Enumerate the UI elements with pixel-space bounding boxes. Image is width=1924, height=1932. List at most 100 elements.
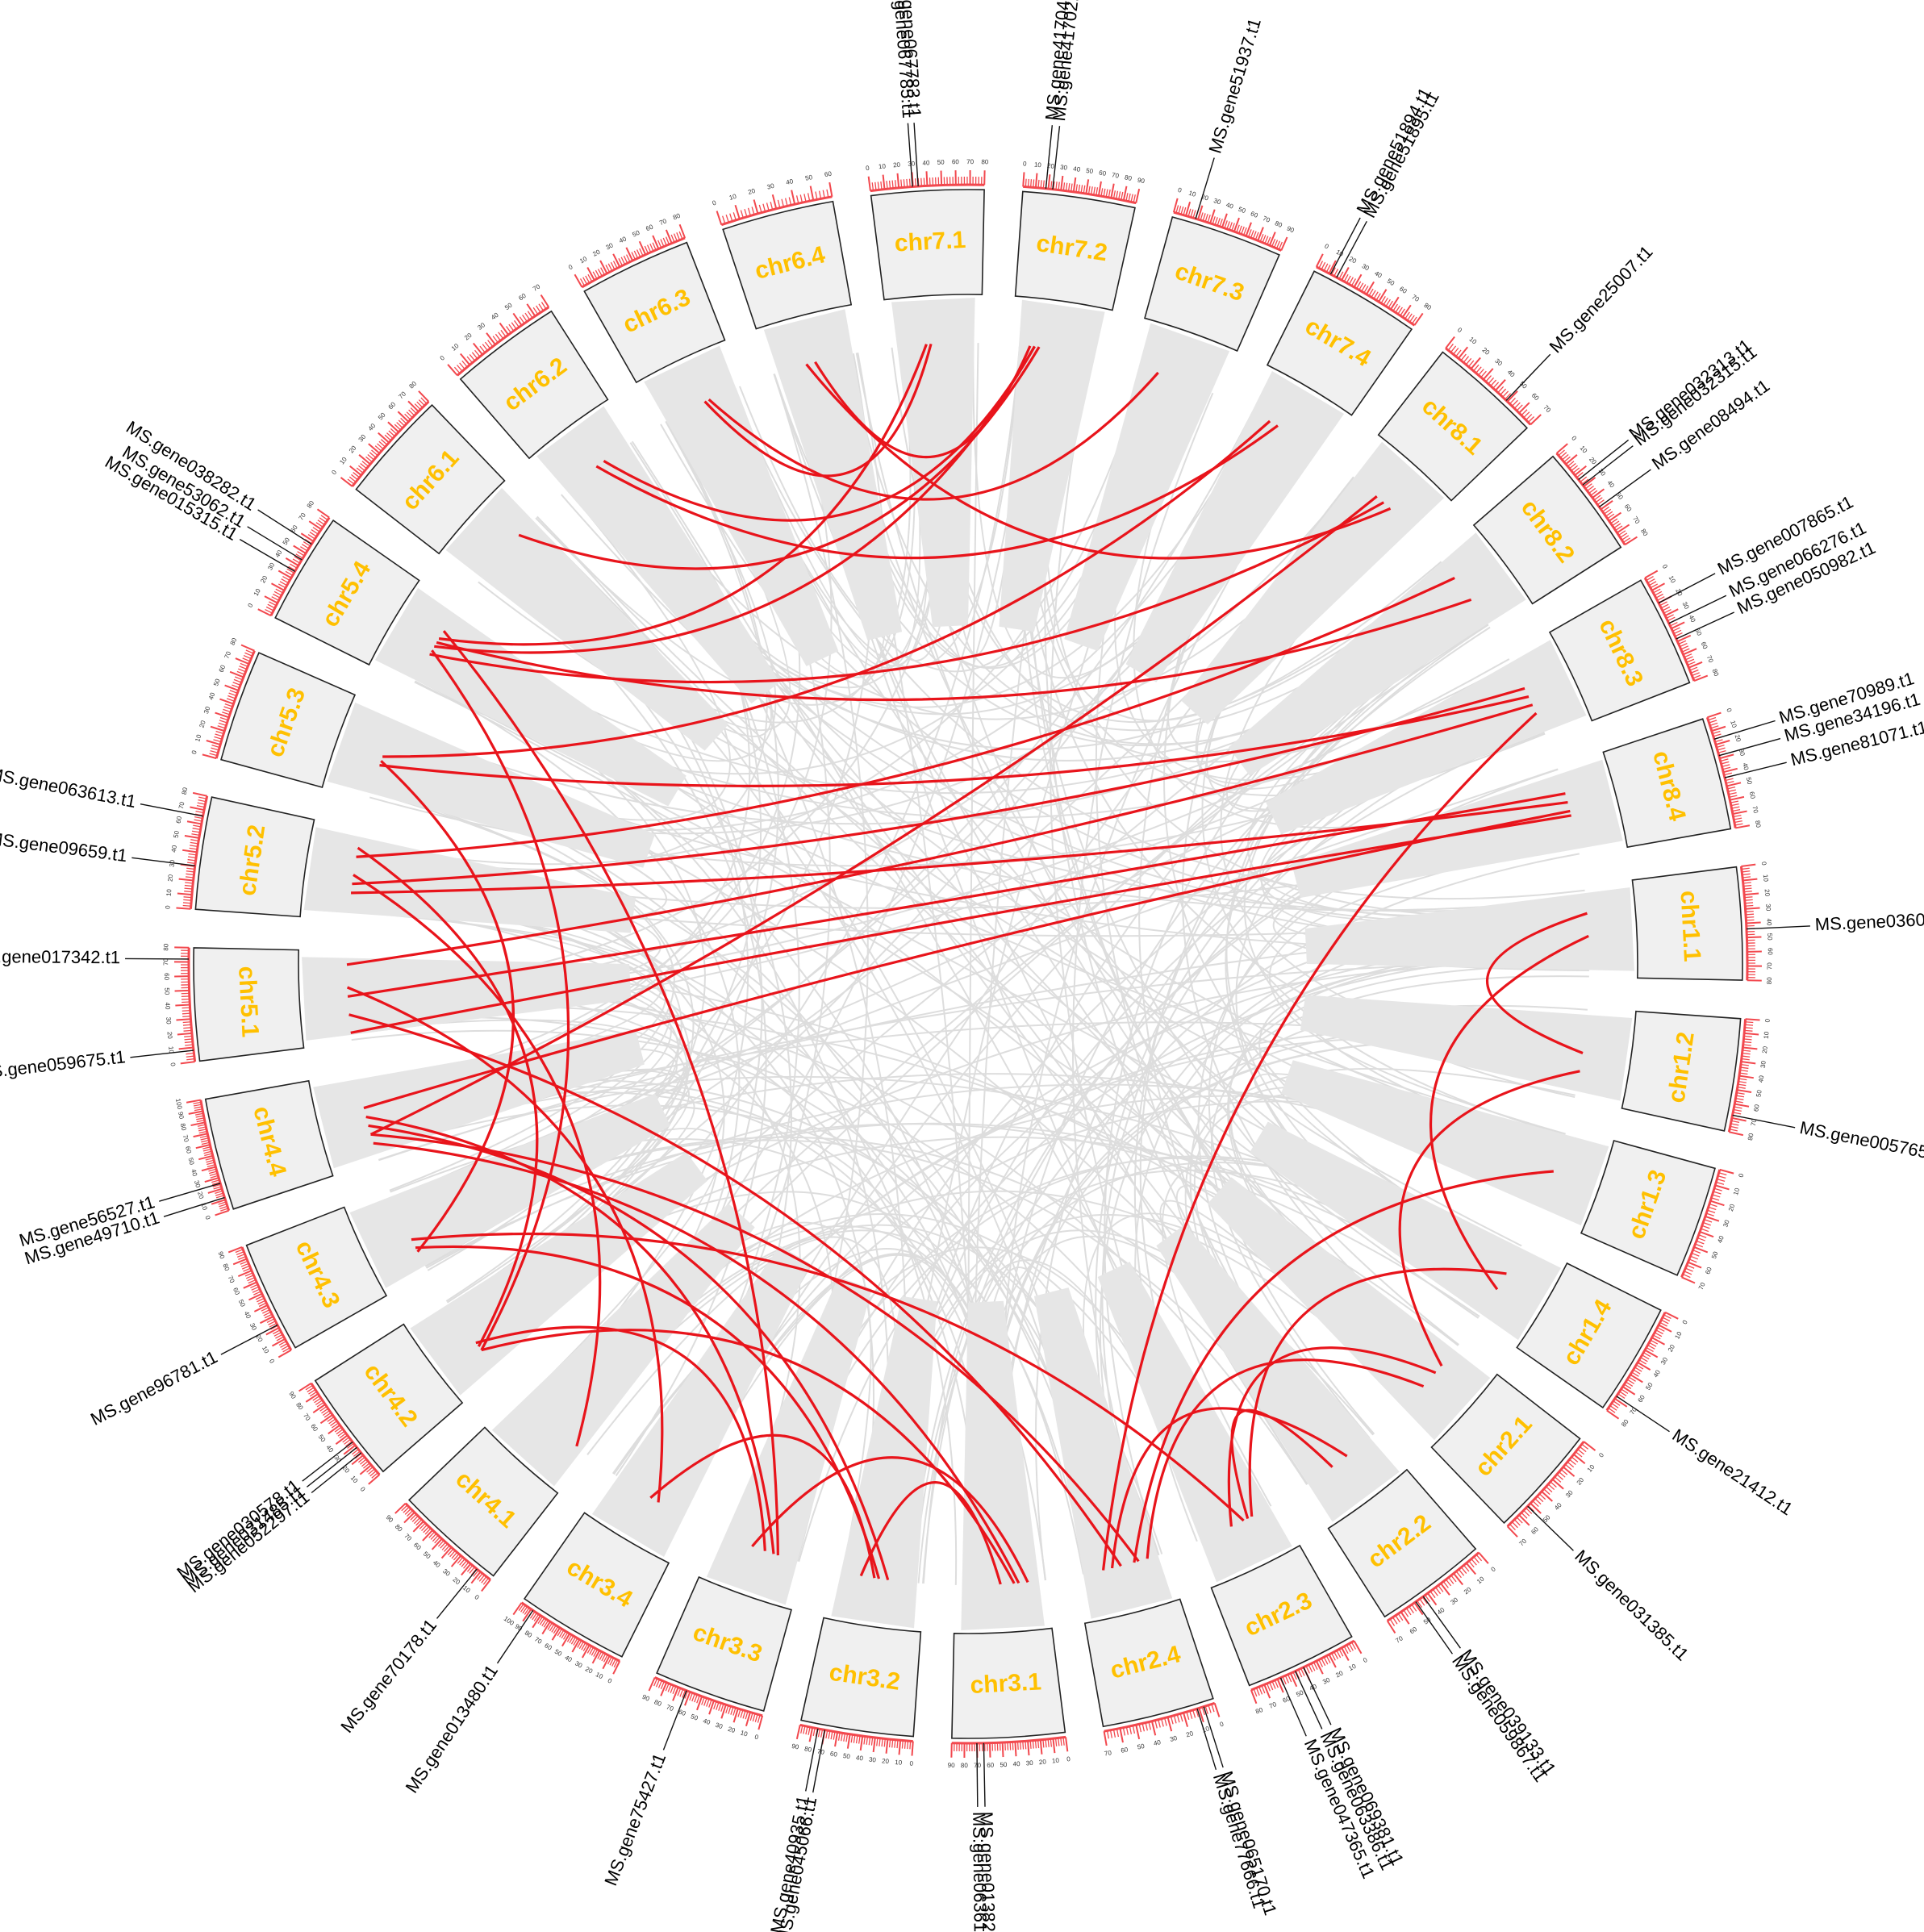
minor-tick <box>762 203 766 212</box>
gene-label: MS.gene030578.t1 <box>173 1475 303 1584</box>
tick-label: 30 <box>1450 1596 1460 1606</box>
major-tick <box>795 1725 801 1740</box>
minor-tick <box>294 556 302 561</box>
minor-tick <box>1050 1738 1053 1747</box>
minor-tick <box>581 1642 586 1650</box>
gene-leader-line <box>976 1742 979 1807</box>
minor-tick <box>1129 1725 1133 1734</box>
chromosome-box <box>204 1079 334 1210</box>
major-tick <box>1400 1611 1410 1625</box>
major-tick <box>612 1660 621 1675</box>
minor-tick <box>524 1607 530 1615</box>
tick-label: 50 <box>1766 933 1773 941</box>
minor-tick <box>1718 1172 1727 1176</box>
major-tick <box>227 1246 243 1254</box>
duplication-link <box>429 501 1385 684</box>
major-tick <box>319 1414 333 1425</box>
minor-tick <box>539 1617 545 1625</box>
chromosome-ribbon <box>1266 640 1587 835</box>
minor-tick <box>1118 191 1121 200</box>
tick-label: 50 <box>1237 206 1247 215</box>
minor-tick <box>312 527 320 532</box>
minor-tick <box>437 1540 444 1547</box>
tick-label: 0 <box>1362 1656 1369 1664</box>
minor-tick <box>665 236 670 245</box>
tick-label: 10 <box>728 193 738 202</box>
minor-tick <box>1703 1221 1711 1226</box>
duplication-link <box>368 1124 890 1581</box>
minor-tick <box>561 1630 566 1639</box>
minor-tick <box>184 1035 193 1037</box>
minor-tick <box>1701 1225 1710 1229</box>
minor-tick <box>1722 764 1730 767</box>
highlighted-duplication-links <box>346 343 1589 1585</box>
gene-leader-line <box>1746 925 1810 930</box>
tick-label: 70 <box>1268 1700 1278 1710</box>
minor-tick <box>317 520 325 525</box>
minor-tick <box>591 1648 596 1656</box>
major-tick <box>541 1621 551 1635</box>
minor-tick <box>1274 240 1279 248</box>
minor-tick <box>1112 1729 1116 1738</box>
minor-tick <box>235 1249 244 1254</box>
tick-label: 60 <box>387 400 398 411</box>
minor-tick <box>1511 1521 1518 1529</box>
tick-axis <box>1386 1551 1480 1622</box>
minor-tick <box>639 248 644 257</box>
minor-tick <box>205 1157 214 1161</box>
minor-tick <box>1201 1707 1205 1716</box>
minor-tick <box>880 181 883 190</box>
major-tick <box>1122 186 1128 201</box>
tick-label: 50 <box>1386 277 1396 288</box>
minor-tick <box>1409 1606 1414 1614</box>
major-tick <box>925 171 929 186</box>
minor-tick <box>1267 1683 1271 1692</box>
minor-tick <box>414 403 421 411</box>
minor-tick <box>233 678 242 683</box>
duplication-link <box>353 874 602 1447</box>
minor-tick <box>219 1205 228 1210</box>
minor-tick <box>1743 1041 1752 1044</box>
minor-tick <box>184 1038 193 1041</box>
minor-tick <box>184 891 193 893</box>
minor-tick <box>795 195 799 204</box>
minor-tick <box>1527 1505 1535 1512</box>
minor-tick <box>312 1396 320 1401</box>
major-tick <box>1530 414 1542 426</box>
minor-tick <box>1509 1523 1516 1531</box>
tick-label: 0 <box>1681 1319 1689 1325</box>
minor-tick <box>1605 511 1613 517</box>
major-tick <box>1617 524 1630 534</box>
minor-tick <box>1473 364 1480 372</box>
minor-tick <box>805 1726 808 1735</box>
minor-tick <box>1620 532 1628 538</box>
gene-leader-line <box>1329 217 1361 275</box>
minor-tick <box>1288 1674 1292 1683</box>
major-tick <box>1664 1311 1679 1320</box>
major-tick <box>232 1258 248 1266</box>
minor-tick <box>678 231 683 240</box>
chromosome-box <box>459 310 609 460</box>
minor-tick <box>219 716 228 721</box>
major-tick <box>1445 336 1455 349</box>
minor-tick <box>1411 1604 1417 1612</box>
minor-tick <box>206 1159 215 1163</box>
minor-tick <box>411 1515 419 1522</box>
minor-tick <box>1195 1709 1200 1717</box>
minor-tick <box>1682 1273 1691 1279</box>
minor-tick <box>601 1653 607 1662</box>
tick-label: 10 <box>1347 1663 1358 1672</box>
major-tick <box>1563 1466 1576 1477</box>
minor-tick <box>876 1738 879 1746</box>
major-tick <box>716 211 723 225</box>
minor-tick <box>182 1009 190 1012</box>
tick-label: 50 <box>422 1550 432 1561</box>
minor-tick <box>1389 1618 1396 1626</box>
chromosome-box <box>1327 1468 1477 1618</box>
tick-label: 50 <box>163 987 170 995</box>
